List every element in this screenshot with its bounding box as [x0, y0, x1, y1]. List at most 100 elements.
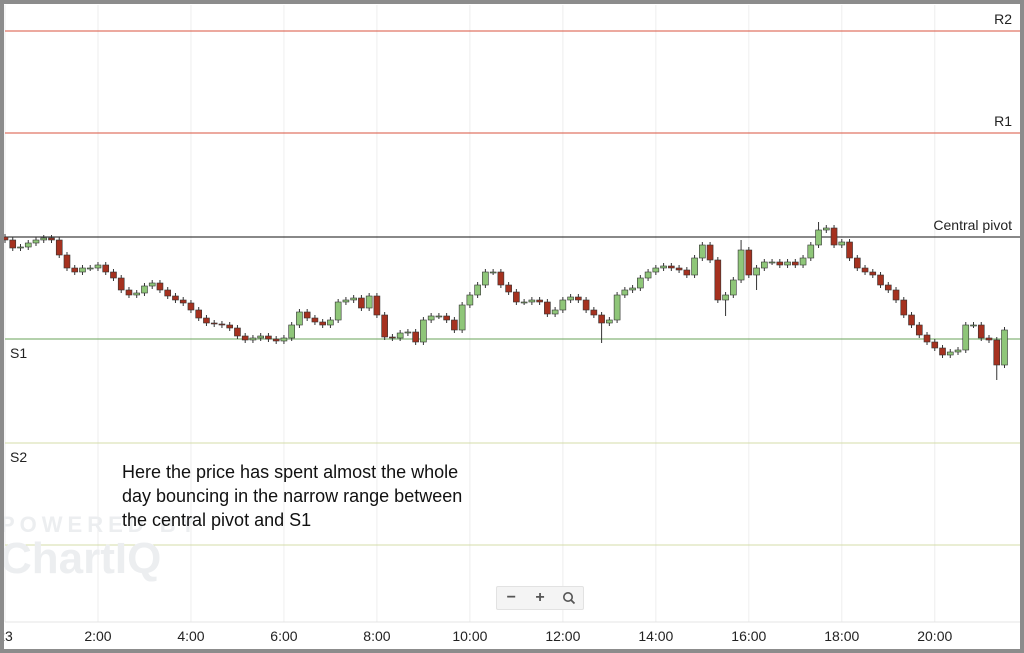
candle-body: [683, 269, 691, 276]
candle-body: [884, 284, 892, 291]
candle-body: [40, 237, 48, 241]
candle-body: [412, 331, 419, 343]
candle-body: [637, 277, 644, 289]
zoom-in[interactable]: +: [535, 589, 545, 606]
candle-body: [946, 351, 954, 356]
candle-body: [815, 229, 822, 246]
candle-body: [551, 309, 559, 315]
candle-body: [799, 257, 807, 266]
watermark: POWERED BY ChartIQ: [0, 512, 201, 584]
candle-body: [567, 296, 574, 301]
level-label: R1: [994, 113, 1012, 129]
candle-body: [156, 282, 164, 291]
candle-body: [148, 282, 156, 287]
candle-body: [350, 297, 357, 301]
candle-body: [706, 244, 714, 261]
x-tick-label: 10:00: [452, 628, 487, 644]
candle-body: [241, 335, 249, 341]
candle-body: [102, 264, 110, 273]
candle-body: [660, 265, 667, 269]
watermark-logo: ChartIQ: [0, 534, 162, 583]
x-tick-label: 2:00: [84, 628, 111, 644]
candle-body: [497, 271, 505, 286]
candle-body: [458, 304, 466, 331]
candle-body: [226, 324, 233, 329]
candle-body: [830, 227, 838, 246]
candle-body: [838, 241, 846, 246]
watermark-top: POWERED BY: [0, 512, 201, 537]
zoom-controls: − +: [496, 586, 584, 610]
candle-body: [582, 299, 590, 311]
candle-body: [915, 324, 923, 336]
candle-body: [117, 277, 125, 291]
candle-body: [296, 311, 303, 326]
candle-body: [892, 289, 900, 301]
candle-body: [71, 267, 79, 273]
candle-body: [861, 267, 869, 273]
candle-body: [737, 249, 745, 281]
candle-body: [675, 267, 683, 271]
candle-body: [613, 294, 621, 321]
candle-body: [218, 323, 226, 326]
candle-body: [668, 265, 675, 269]
candle-body: [257, 335, 264, 339]
candle-body: [280, 337, 288, 342]
candle-body: [334, 301, 342, 321]
candle-body: [792, 261, 799, 266]
candle-body: [55, 239, 63, 256]
candle-body: [644, 271, 652, 279]
x-tick-label: 20:00: [917, 628, 952, 644]
candle-body: [536, 299, 543, 303]
candle-body: [753, 267, 760, 276]
candle-body: [1001, 329, 1008, 366]
candle-body: [249, 337, 257, 341]
level-label: Central pivot: [933, 217, 1012, 233]
candle-body: [807, 244, 815, 259]
candle-body: [427, 315, 435, 321]
candle-body: [784, 261, 791, 266]
candle-body: [722, 294, 729, 301]
candle-body: [32, 239, 40, 244]
x-tick-label: 18:00: [824, 628, 859, 644]
candle-body: [125, 289, 133, 296]
candle-body: [869, 271, 877, 276]
candle-body: [133, 292, 141, 296]
candle-body: [575, 296, 582, 301]
candle-body: [714, 259, 722, 301]
candle-body: [606, 319, 613, 324]
candle-body: [559, 299, 567, 311]
candle-body: [629, 287, 636, 291]
zoom-out[interactable]: −: [506, 589, 516, 606]
candle-body: [203, 317, 210, 324]
candle-body: [179, 299, 187, 304]
candle-body: [141, 285, 148, 294]
candle-body: [908, 314, 915, 326]
candle-body: [761, 261, 768, 269]
level-label: S2: [10, 449, 27, 465]
level-label: S1: [10, 345, 27, 361]
zoom-reset[interactable]: [554, 587, 583, 609]
candle-body: [265, 335, 272, 340]
candle-body: [730, 279, 737, 296]
candle-body: [970, 324, 977, 327]
candle-body: [691, 257, 698, 276]
candle-body: [443, 315, 450, 321]
candle-body: [590, 309, 598, 316]
candle-body: [187, 302, 195, 311]
candle-body: [9, 239, 17, 249]
candle-body: [272, 338, 280, 342]
candle-body: [776, 261, 784, 266]
candle-body: [381, 314, 388, 338]
candle-body: [482, 271, 489, 286]
candle-body: [288, 324, 295, 339]
candle-body: [373, 295, 381, 316]
candle-body: [939, 347, 946, 356]
candle-body: [303, 311, 311, 319]
candle-body: [598, 314, 605, 324]
candle-body: [900, 299, 908, 316]
x-tick-label: 4:00: [177, 628, 204, 644]
candle-body: [451, 319, 458, 331]
candle-body: [489, 271, 497, 274]
chart: 23 2:00 4:00 6:00 8:00 10:00 12:00 14:00 16:00 18…: [4, 5, 1020, 644]
candle-body: [435, 315, 443, 318]
